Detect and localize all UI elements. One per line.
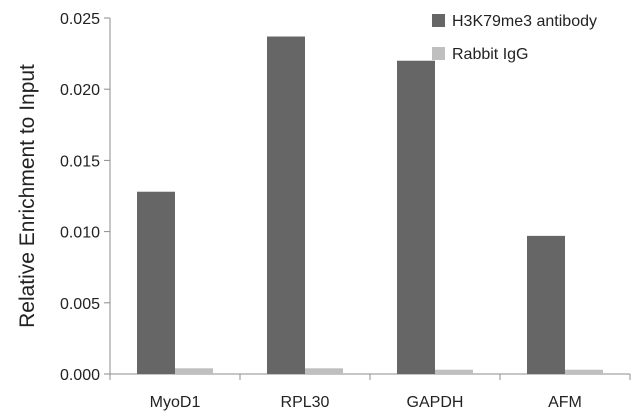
x-axis: MyoD1 RPL30 GAPDH AFM — [109, 373, 631, 411]
legend: H3K79me3 antibody Rabbit IgG — [432, 13, 597, 63]
x-tick-label: AFM — [548, 394, 582, 411]
x-tick-label: MyoD1 — [150, 394, 201, 411]
bar-igg — [565, 369, 603, 374]
bar-antibody — [527, 235, 565, 374]
bar-igg — [305, 368, 343, 374]
y-tick-label: 0.015 — [60, 153, 100, 170]
y-tick-label: 0.025 — [60, 11, 100, 28]
bar-antibody — [397, 60, 435, 374]
x-tick-label: GAPDH — [407, 394, 464, 411]
legend-label: Rabbit IgG — [452, 46, 528, 63]
x-tick-label: RPL30 — [281, 394, 330, 411]
y-tick-label: 0.000 — [60, 367, 100, 384]
bars — [137, 36, 603, 375]
y-tick-label: 0.010 — [60, 225, 100, 242]
bar-igg — [435, 369, 473, 374]
y-tick-label: 0.020 — [60, 82, 100, 99]
bar-igg — [175, 368, 213, 374]
legend-swatch — [432, 14, 445, 27]
y-axis-label: Relative Enrichment to Input — [16, 64, 39, 328]
bar-antibody — [137, 191, 175, 374]
legend-swatch — [432, 47, 445, 60]
bar-antibody — [267, 36, 305, 375]
legend-label: H3K79me3 antibody — [452, 13, 597, 30]
y-tick-label: 0.005 — [60, 296, 100, 313]
y-axis: 0.000 0.005 0.010 0.015 0.020 0.025 — [60, 11, 111, 384]
